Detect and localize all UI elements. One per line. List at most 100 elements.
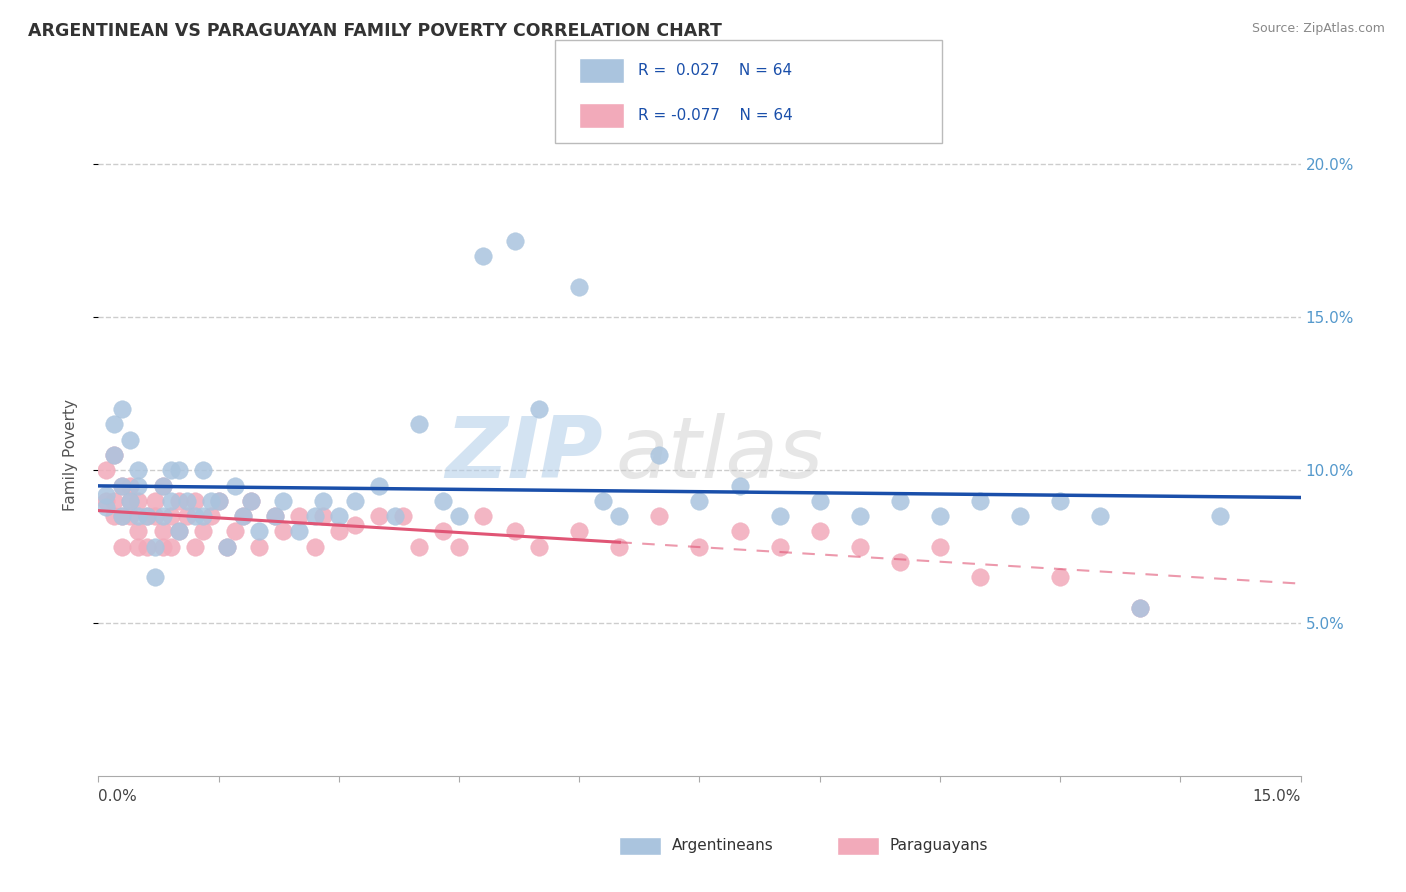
- Point: [128, 524, 150, 539]
- Point: [247, 540, 270, 554]
- Point: [191, 463, 214, 477]
- Point: [120, 493, 142, 508]
- Point: [271, 524, 294, 539]
- Point: [1129, 600, 1152, 615]
- Point: [969, 493, 991, 508]
- Point: [503, 524, 526, 539]
- Point: [128, 463, 150, 477]
- Point: [143, 493, 166, 508]
- Point: [111, 509, 134, 524]
- Point: [224, 478, 246, 492]
- Point: [183, 509, 205, 524]
- Point: [152, 478, 174, 492]
- Point: [167, 493, 190, 508]
- Point: [929, 540, 952, 554]
- Point: [728, 478, 751, 492]
- Point: [312, 509, 335, 524]
- Point: [128, 509, 150, 524]
- Point: [568, 279, 591, 293]
- Point: [159, 509, 181, 524]
- Point: [1049, 570, 1071, 584]
- Text: Source: ZipAtlas.com: Source: ZipAtlas.com: [1251, 22, 1385, 36]
- Point: [232, 509, 254, 524]
- Point: [728, 524, 751, 539]
- Point: [769, 540, 792, 554]
- Point: [103, 417, 125, 432]
- Point: [135, 509, 157, 524]
- Point: [343, 493, 366, 508]
- Point: [503, 234, 526, 248]
- Point: [263, 509, 285, 524]
- Point: [472, 509, 495, 524]
- Y-axis label: Family Poverty: Family Poverty: [63, 399, 77, 511]
- Point: [167, 524, 190, 539]
- Point: [152, 509, 174, 524]
- Point: [103, 448, 125, 462]
- Point: [159, 463, 181, 477]
- Point: [969, 570, 991, 584]
- Point: [135, 509, 157, 524]
- Point: [167, 463, 190, 477]
- Point: [215, 540, 238, 554]
- Point: [271, 493, 294, 508]
- Text: ZIP: ZIP: [446, 413, 603, 497]
- Point: [208, 493, 231, 508]
- Point: [889, 493, 911, 508]
- Point: [96, 463, 118, 477]
- Point: [1049, 493, 1071, 508]
- Point: [288, 509, 311, 524]
- Point: [368, 509, 391, 524]
- Point: [143, 540, 166, 554]
- Point: [408, 417, 430, 432]
- Point: [1088, 509, 1111, 524]
- Point: [143, 570, 166, 584]
- Point: [159, 493, 181, 508]
- Point: [808, 524, 831, 539]
- Point: [239, 493, 262, 508]
- Point: [247, 524, 270, 539]
- Point: [111, 478, 134, 492]
- Point: [609, 509, 631, 524]
- Text: ARGENTINEAN VS PARAGUAYAN FAMILY POVERTY CORRELATION CHART: ARGENTINEAN VS PARAGUAYAN FAMILY POVERTY…: [28, 22, 723, 40]
- Point: [288, 524, 311, 539]
- Text: R = -0.077    N = 64: R = -0.077 N = 64: [638, 108, 793, 122]
- Point: [263, 509, 285, 524]
- Point: [849, 540, 872, 554]
- Point: [343, 518, 366, 533]
- Point: [1129, 600, 1152, 615]
- Point: [167, 524, 190, 539]
- Point: [304, 509, 326, 524]
- Point: [120, 478, 142, 492]
- Point: [208, 493, 231, 508]
- Point: [328, 509, 350, 524]
- Point: [432, 493, 454, 508]
- Point: [176, 493, 198, 508]
- Point: [103, 509, 125, 524]
- Point: [849, 509, 872, 524]
- Point: [120, 509, 142, 524]
- Point: [96, 500, 118, 514]
- Point: [176, 509, 198, 524]
- Point: [215, 540, 238, 554]
- Point: [103, 493, 125, 508]
- Point: [328, 524, 350, 539]
- Point: [111, 402, 134, 417]
- Point: [135, 540, 157, 554]
- Point: [648, 509, 671, 524]
- Point: [152, 478, 174, 492]
- Point: [239, 493, 262, 508]
- Point: [103, 448, 125, 462]
- Point: [609, 540, 631, 554]
- Point: [200, 509, 222, 524]
- Point: [648, 448, 671, 462]
- Point: [392, 509, 415, 524]
- Point: [808, 493, 831, 508]
- Point: [152, 540, 174, 554]
- Point: [191, 509, 214, 524]
- Point: [769, 509, 792, 524]
- Point: [224, 524, 246, 539]
- Text: Paraguayans: Paraguayans: [890, 838, 988, 853]
- Point: [929, 509, 952, 524]
- Point: [689, 493, 711, 508]
- Point: [128, 493, 150, 508]
